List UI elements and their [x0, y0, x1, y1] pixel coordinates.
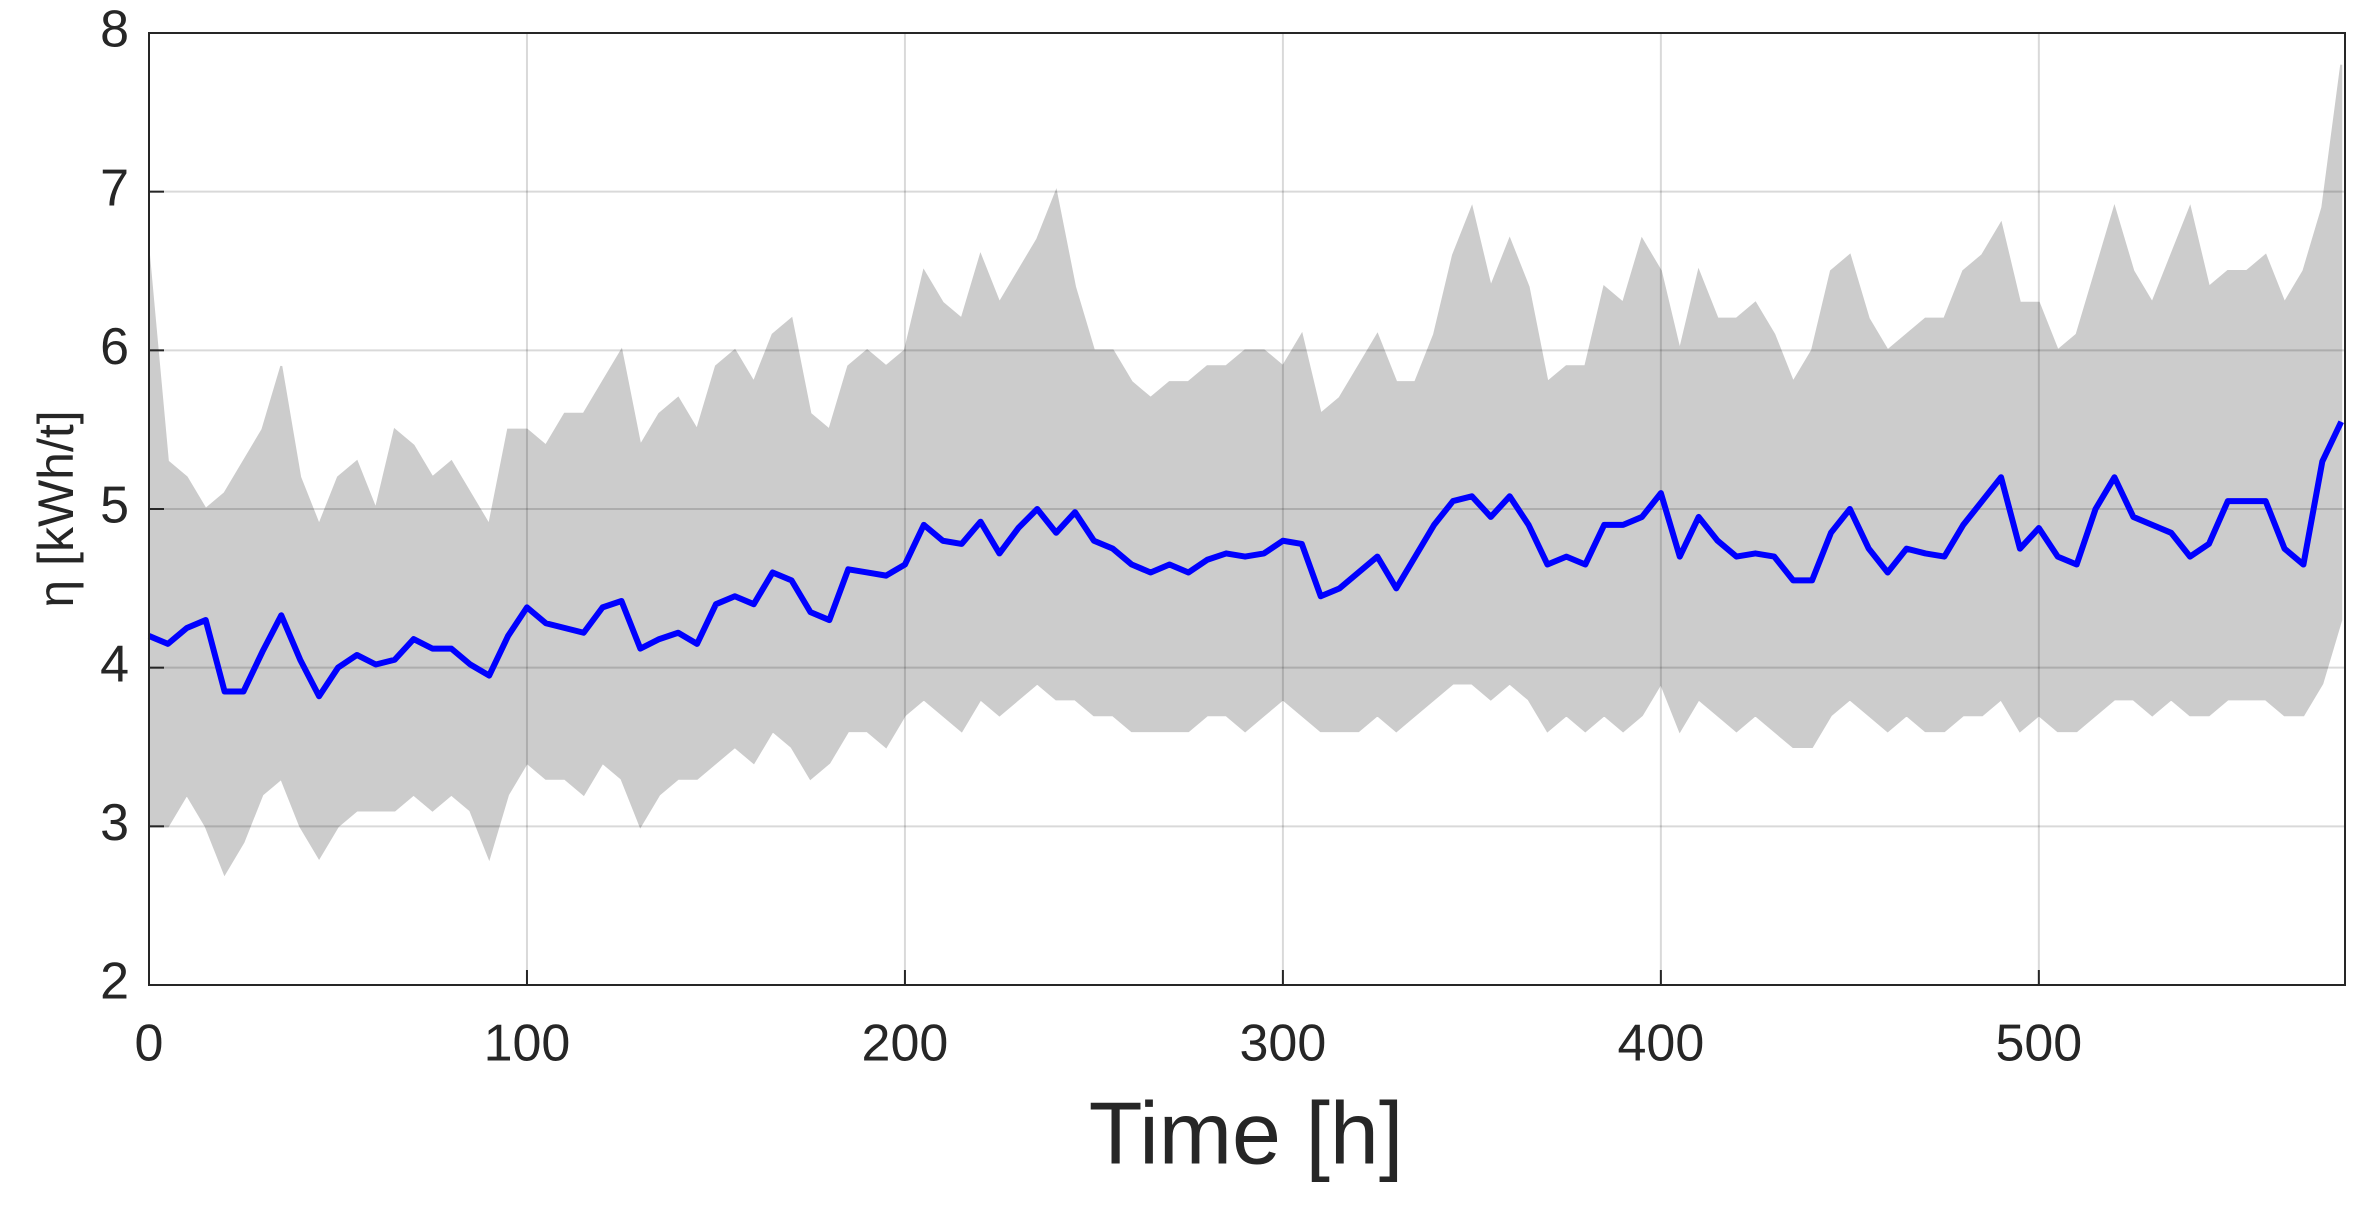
- y-tick-label: 4: [100, 635, 129, 693]
- plot-frame: [148, 32, 2346, 986]
- x-tick-label: 100: [484, 1015, 571, 1073]
- y-axis-label: η [kWh/t]: [28, 410, 84, 607]
- x-tick-label: 500: [1995, 1015, 2082, 1073]
- y-tick-label: 3: [100, 794, 129, 852]
- x-axis-label: Time [h]: [1089, 1083, 1404, 1182]
- y-tick-label: 2: [100, 953, 129, 1011]
- x-tick-label: 200: [862, 1015, 949, 1073]
- x-tick-label: 300: [1240, 1015, 1327, 1073]
- y-tick-label: 8: [100, 1, 129, 59]
- x-tick-label: 0: [135, 1015, 164, 1073]
- y-tick-label: 5: [100, 477, 129, 535]
- mean-line: [147, 420, 2344, 700]
- y-tick-label: 7: [100, 159, 129, 217]
- x-tick-label: 400: [1617, 1015, 1704, 1073]
- spread-band: [148, 64, 2343, 877]
- y-tick-label: 6: [100, 318, 129, 376]
